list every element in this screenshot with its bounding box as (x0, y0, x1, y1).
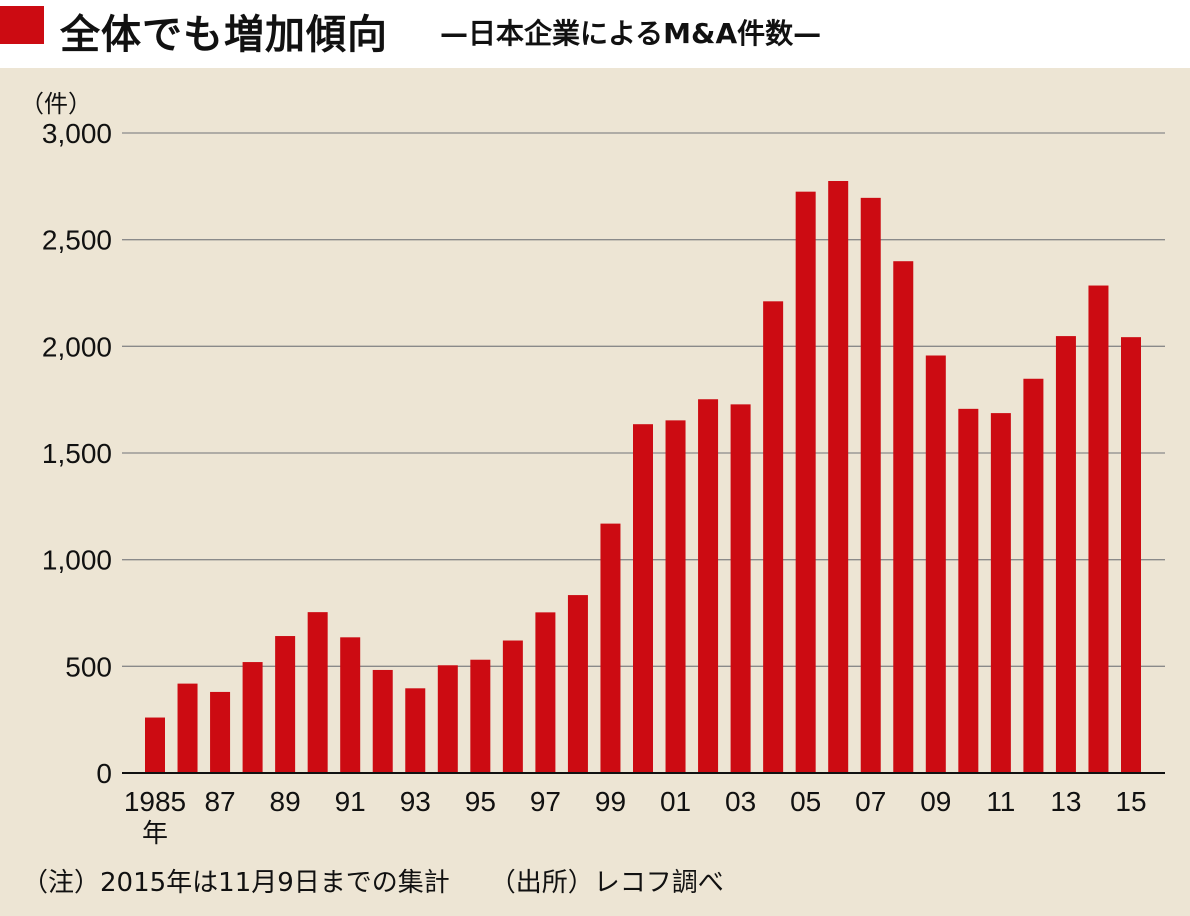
bar-2012 (1023, 378, 1044, 773)
x-tick-label: 93 (400, 786, 431, 817)
bar-1989 (275, 636, 296, 773)
bar-2001 (665, 420, 686, 773)
x-tick-label: 09 (920, 786, 951, 817)
chart-title: 全体でも増加傾向 (60, 12, 388, 58)
title-accent-block (0, 6, 44, 44)
bar-2010 (958, 408, 979, 773)
bar-2003 (730, 404, 751, 773)
x-tick-label: 15 (1115, 786, 1146, 817)
footnote: （注）2015年は11月9日までの集計 （出所）レコフ調べ (22, 862, 724, 899)
y-axis-unit-label: （件） (20, 90, 92, 118)
bar-2007 (860, 197, 881, 773)
bar-2009 (925, 355, 946, 773)
x-tick-label: 07 (855, 786, 886, 817)
bar-1992 (372, 669, 393, 773)
bar-1993 (405, 688, 426, 773)
x-tick-label: 01 (660, 786, 691, 817)
bar-1995 (470, 659, 491, 773)
y-tick-label: 0 (96, 758, 112, 789)
bar-1999 (600, 523, 621, 773)
x-tick-label: 87 (204, 786, 235, 817)
bar-2014 (1088, 285, 1109, 773)
bar-2006 (828, 181, 849, 773)
bar-2011 (990, 413, 1011, 773)
y-tick-label: 2,500 (42, 225, 112, 256)
bar-1987 (210, 691, 231, 773)
chart-header: 全体でも増加傾向 —日本企業によるM&A件数— (0, 0, 1190, 68)
note-text: （注）2015年は11月9日までの集計 (22, 868, 450, 898)
x-tick-label: 91 (335, 786, 366, 817)
bar-2008 (893, 261, 914, 773)
bar-1998 (567, 595, 588, 773)
bar-1997 (535, 612, 556, 773)
y-tick-label: 3,000 (42, 118, 112, 149)
y-tick-label: 500 (65, 651, 112, 682)
y-tick-label: 1,000 (42, 545, 112, 576)
bar-1996 (502, 640, 523, 773)
bar-2004 (763, 301, 784, 773)
bar-1988 (242, 662, 263, 773)
x-tick-label: 99 (595, 786, 626, 817)
x-tick-label: 97 (530, 786, 561, 817)
x-tick-label: 05 (790, 786, 821, 817)
source-text: （出所）レコフ調べ (489, 868, 724, 898)
bar-2000 (633, 424, 653, 773)
bar-1991 (340, 637, 361, 773)
x-tick-label: 89 (270, 786, 301, 817)
bar-1986 (177, 683, 198, 773)
bar-1994 (437, 665, 458, 773)
bar-2002 (698, 399, 719, 773)
bar-1990 (307, 612, 328, 773)
x-tick-year-suffix: 年 (142, 819, 168, 849)
x-tick-label: 1985 (124, 786, 186, 817)
x-tick-label: 95 (465, 786, 496, 817)
y-axis-ticks: 0 500 1,000 1,500 2,000 2,500 3,000 (42, 118, 112, 789)
x-tick-label: 03 (725, 786, 756, 817)
bar-1985 (145, 717, 165, 773)
x-tick-label: 11 (986, 786, 1015, 817)
x-tick-label: 13 (1050, 786, 1081, 817)
bar-2015 (1121, 337, 1141, 773)
bars (145, 181, 1141, 773)
y-tick-label: 2,000 (42, 331, 112, 362)
bar-2005 (795, 191, 816, 773)
bar-2013 (1055, 336, 1076, 773)
y-tick-label: 1,500 (42, 438, 112, 469)
chart-subtitle: —日本企業によるM&A件数— (440, 17, 822, 50)
